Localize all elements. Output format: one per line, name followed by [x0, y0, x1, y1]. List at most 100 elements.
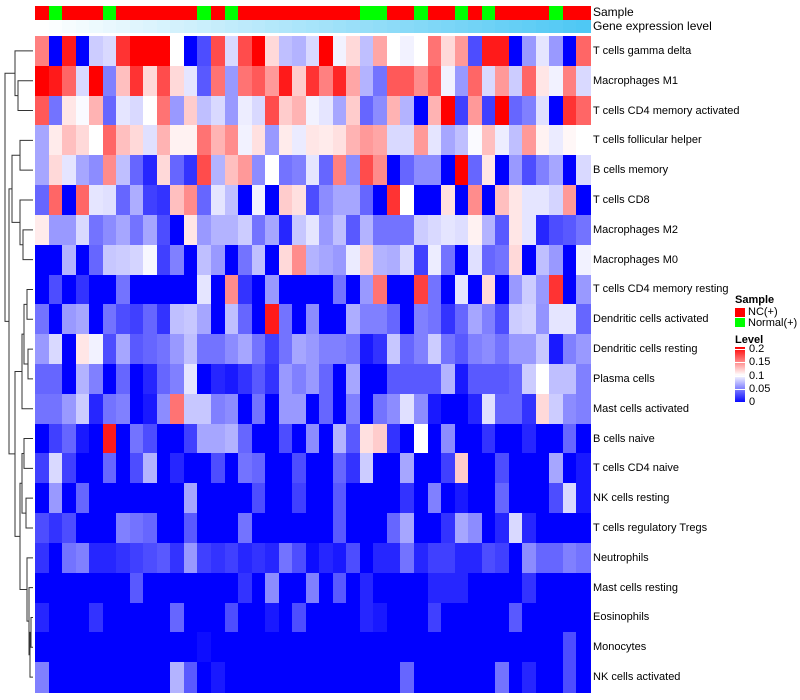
- heatmap-cell: [197, 602, 212, 633]
- heatmap-cell: [549, 483, 564, 514]
- heatmap-cell: [265, 662, 280, 693]
- heatmap-cell: [508, 632, 523, 663]
- gene-annotation-cell: [576, 20, 591, 33]
- heatmap-cell: [224, 334, 239, 365]
- heatmap-cell: [156, 423, 171, 455]
- heatmap-cell: [468, 364, 483, 395]
- heatmap-cell: [495, 244, 510, 276]
- heatmap-cell: [441, 185, 456, 216]
- sample-annotation-cell: [156, 6, 171, 20]
- heatmap-cell: [508, 65, 523, 97]
- heatmap-cell: [75, 423, 90, 455]
- heatmap-cell: [75, 125, 90, 156]
- heatmap-cell: [35, 513, 50, 544]
- heatmap-cell: [481, 36, 496, 67]
- heatmap-cell: [89, 334, 104, 365]
- heatmap-cell: [549, 274, 564, 305]
- heatmap-cell: [427, 274, 442, 305]
- heatmap-cell: [319, 513, 334, 544]
- heatmap-cell: [265, 125, 280, 156]
- heatmap-cell: [495, 36, 510, 67]
- heatmap-cell: [48, 602, 63, 633]
- gene-annotation-cell: [156, 20, 171, 33]
- heatmap-cell: [562, 155, 578, 186]
- heatmap-cell: [129, 423, 144, 455]
- heatmap-cell: [170, 125, 185, 156]
- heatmap-cell: [549, 423, 564, 455]
- heatmap-cell: [549, 244, 564, 276]
- heatmap-cell: [292, 572, 307, 604]
- heatmap-cell: [129, 513, 144, 544]
- heatmap-cell: [373, 244, 388, 276]
- heatmap-cell: [292, 125, 307, 156]
- gene-annotation-cell: [75, 20, 90, 33]
- heatmap-cell: [454, 513, 469, 544]
- heatmap-cell: [332, 513, 347, 544]
- heatmap-cell: [454, 214, 469, 246]
- heatmap-cell: [305, 423, 320, 455]
- heatmap-cell: [359, 65, 374, 97]
- heatmap-cell: [197, 155, 212, 186]
- heatmap-cell: [305, 572, 320, 604]
- heatmap-cell: [116, 65, 131, 97]
- heatmap-cell: [481, 155, 496, 186]
- heatmap-cell: [414, 572, 429, 604]
- heatmap-cell: [359, 334, 374, 365]
- heatmap-cell: [576, 274, 591, 305]
- heatmap-cell: [386, 483, 402, 514]
- heatmap-cell: [305, 662, 320, 693]
- heatmap-cell: [116, 274, 131, 305]
- heatmap-cell: [373, 393, 388, 425]
- heatmap-cell: [481, 542, 496, 574]
- row-label: T cells follicular helper: [593, 134, 702, 147]
- heatmap-cell: [62, 334, 77, 365]
- heatmap-cell: [129, 364, 144, 395]
- heatmap-cell: [48, 274, 63, 305]
- heatmap-cell: [468, 125, 483, 156]
- heatmap-cell: [400, 423, 415, 455]
- heatmap-cell: [62, 155, 77, 186]
- heatmap-cell: [346, 95, 361, 127]
- heatmap-cell: [48, 453, 63, 484]
- heatmap-cell: [508, 95, 523, 127]
- heatmap-cell: [305, 155, 320, 186]
- heatmap-cell: [468, 65, 483, 97]
- heatmap-cell: [319, 453, 334, 484]
- heatmap-cell: [156, 393, 171, 425]
- heatmap-cell: [210, 364, 226, 395]
- heatmap-cell: [400, 244, 415, 276]
- heatmap-cell: [48, 572, 63, 604]
- sample-annotation-cell: [319, 6, 334, 20]
- heatmap-cell: [143, 65, 158, 97]
- heatmap-cell: [251, 214, 266, 246]
- heatmap-cell: [102, 453, 117, 484]
- heatmap-cell: [319, 274, 334, 305]
- heatmap-cell: [549, 214, 564, 246]
- heatmap-cell: [522, 423, 537, 455]
- heatmap-cell: [535, 602, 550, 633]
- heatmap-cell: [62, 274, 77, 305]
- heatmap-cell: [319, 185, 334, 216]
- heatmap-cell: [156, 334, 171, 365]
- heatmap-cell: [143, 185, 158, 216]
- heatmap-cell: [183, 185, 199, 216]
- heatmap-cell: [535, 483, 550, 514]
- heatmap-cell: [427, 155, 442, 186]
- heatmap-cell: [292, 483, 307, 514]
- heatmap-cell: [170, 572, 185, 604]
- heatmap-cell: [468, 334, 483, 365]
- heatmap-cell: [562, 334, 578, 365]
- heatmap-cell: [562, 214, 578, 246]
- heatmap-cell: [427, 65, 442, 97]
- heatmap-cell: [400, 214, 415, 246]
- heatmap-cell: [454, 572, 469, 604]
- heatmap-cell: [522, 214, 537, 246]
- heatmap-cell: [238, 542, 253, 574]
- heatmap-cell: [62, 304, 77, 335]
- heatmap-cell: [332, 662, 347, 693]
- heatmap-cell: [129, 602, 144, 633]
- heatmap-cell: [210, 125, 226, 156]
- legend-label-normal: Normal(+): [748, 317, 798, 329]
- heatmap-cell: [441, 393, 456, 425]
- heatmap-cell: [224, 95, 239, 127]
